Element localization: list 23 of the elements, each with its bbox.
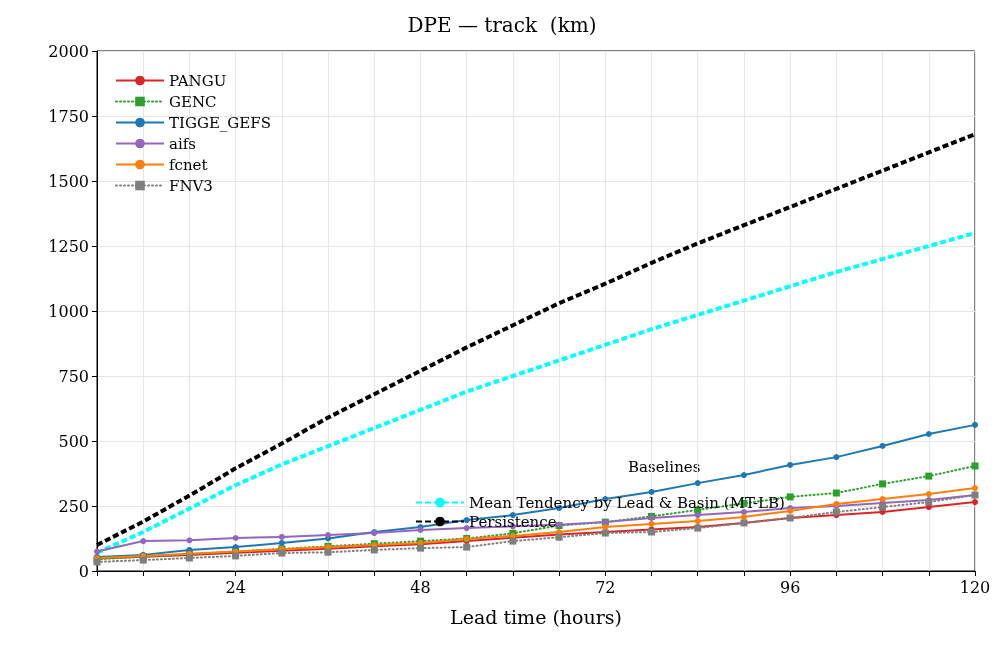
y-tick-label: 250	[58, 496, 89, 516]
legend-label: PANGU	[169, 71, 227, 90]
x-tick-label: 24	[225, 577, 246, 597]
legend-label: TIGGE_GEFS	[169, 113, 271, 132]
x-tick-label: 48	[410, 577, 431, 597]
x-tick-label: 72	[595, 577, 616, 597]
y-tick-label: 1750	[48, 106, 89, 126]
chart-title: DPE — track (km)	[407, 13, 597, 37]
x-tick-label: 120	[959, 577, 991, 597]
y-tick-label: 1500	[48, 171, 89, 191]
legend-label: aifs	[169, 134, 196, 153]
y-tick-label: 1250	[48, 236, 89, 256]
legend-label: FNV3	[169, 176, 213, 195]
x-tick-label: 96	[779, 577, 801, 597]
x-axis-title: Lead time (hours)	[450, 605, 622, 628]
y-tick-label: 1000	[48, 301, 89, 321]
legend-label: GENC	[169, 92, 217, 111]
y-tick-label: 0	[78, 561, 89, 581]
y-tick-label: 500	[58, 431, 89, 451]
y-tick-label: 750	[58, 366, 89, 386]
legend-title: Baselines	[628, 457, 701, 476]
legend-label: fcnet	[169, 155, 208, 174]
y-tick-label: 2000	[48, 41, 89, 61]
